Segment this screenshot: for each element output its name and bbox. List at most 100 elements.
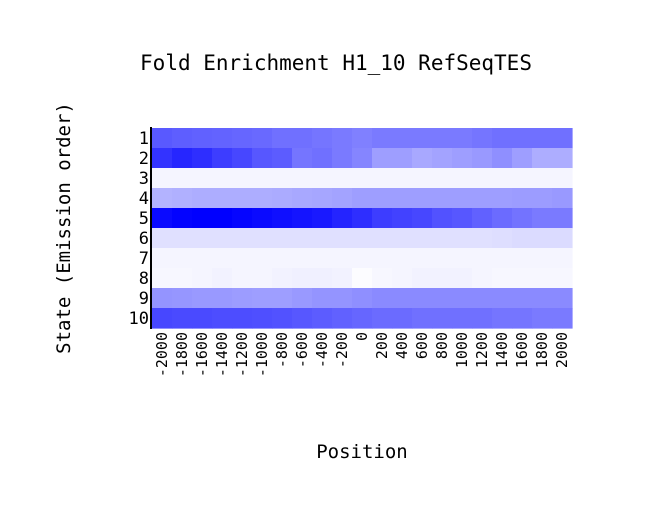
- heatmap-cell-state1-pos1800: [532, 128, 553, 149]
- heatmap-cell-state8-pos-1200: [232, 268, 253, 289]
- heatmap-cell-state3-pos2000: [552, 168, 573, 189]
- x-tick-label: 400: [393, 332, 411, 359]
- heatmap-cell-state2-pos-1400: [212, 148, 233, 169]
- heatmap-cell-state1-pos-1800: [172, 128, 193, 149]
- heatmap-cell-state5-pos2000: [552, 208, 573, 229]
- heatmap-cell-state7-pos-1800: [172, 248, 193, 269]
- heatmap-cell-state2-pos2000: [552, 148, 573, 169]
- heatmap-cell-state1-pos1200: [472, 128, 493, 149]
- heatmap-cell-state7-pos1000: [452, 248, 473, 269]
- heatmap-cell-state4-pos-1400: [212, 188, 233, 209]
- heatmap-cell-state4-pos-400: [312, 188, 333, 209]
- heatmap-cell-state5-pos-600: [292, 208, 313, 229]
- heatmap-cell-state2-pos-1600: [192, 148, 213, 169]
- heatmap-cell-state4-pos2000: [552, 188, 573, 209]
- heatmap-cell-state7-pos-600: [292, 248, 313, 269]
- y-tick-label: 10: [129, 309, 149, 329]
- heatmap-cell-state6-pos0: [352, 228, 373, 249]
- heatmap-cell-state10-pos-800: [272, 308, 293, 329]
- heatmap-cell-state9-pos-1400: [212, 288, 233, 309]
- y-tick-label: 1: [139, 129, 149, 149]
- heatmap-cell-state3-pos-1800: [172, 168, 193, 189]
- heatmap-cell-state10-pos-2000: [152, 308, 173, 329]
- x-tick-label: 600: [413, 332, 431, 359]
- heatmap-cell-state6-pos600: [412, 228, 433, 249]
- heatmap-cell-state10-pos-1000: [252, 308, 273, 329]
- heatmap-cell-state3-pos400: [392, 168, 413, 189]
- heatmap-cell-state9-pos-600: [292, 288, 313, 309]
- heatmap-cell-state7-pos1800: [532, 248, 553, 269]
- heatmap-cell-state9-pos1800: [532, 288, 553, 309]
- heatmap-cell-state5-pos-1600: [192, 208, 213, 229]
- heatmap-cell-state1-pos-1600: [192, 128, 213, 149]
- heatmap-cell-state4-pos600: [412, 188, 433, 209]
- heatmap-cell-state8-pos-800: [272, 268, 293, 289]
- heatmap-cell-state3-pos1800: [532, 168, 553, 189]
- heatmap-cell-state4-pos-600: [292, 188, 313, 209]
- heatmap-cell-state3-pos800: [432, 168, 453, 189]
- heatmap-cell-state10-pos-200: [332, 308, 353, 329]
- chart-title: Fold Enrichment H1_10 RefSeqTES: [140, 51, 532, 75]
- heatmap-cell-state5-pos-1400: [212, 208, 233, 229]
- heatmap-cell-state10-pos-1600: [192, 308, 213, 329]
- heatmap-cell-state1-pos-1400: [212, 128, 233, 149]
- heatmap-cell-state3-pos-600: [292, 168, 313, 189]
- heatmap-cell-state7-pos800: [432, 248, 453, 269]
- heatmap-cell-state8-pos-2000: [152, 268, 173, 289]
- heatmap-cell-state9-pos-200: [332, 288, 353, 309]
- heatmap-cell-state8-pos800: [432, 268, 453, 289]
- heatmap-cell-state6-pos-1600: [192, 228, 213, 249]
- heatmap-cell-state8-pos-200: [332, 268, 353, 289]
- heatmap-cell-state10-pos1200: [472, 308, 493, 329]
- heatmap-cell-state4-pos-2000: [152, 188, 173, 209]
- x-tick-label: -600: [293, 332, 311, 368]
- heatmap-cell-state8-pos-1600: [192, 268, 213, 289]
- heatmap-cell-state10-pos-1200: [232, 308, 253, 329]
- heatmap-cell-state8-pos1600: [512, 268, 533, 289]
- x-tick-label: -1200: [233, 332, 251, 377]
- heatmap-cell-state3-pos-800: [272, 168, 293, 189]
- heatmap-cell-state4-pos800: [432, 188, 453, 209]
- heatmap-cell-state2-pos-200: [332, 148, 353, 169]
- y-tick-label: 2: [139, 149, 149, 169]
- heatmap-cell-state4-pos200: [372, 188, 393, 209]
- heatmap-cell-state9-pos-800: [272, 288, 293, 309]
- heatmap-cell-state2-pos-1200: [232, 148, 253, 169]
- heatmap-cell-state8-pos-1400: [212, 268, 233, 289]
- heatmap-cell-state2-pos-2000: [152, 148, 173, 169]
- x-tick-label: -200: [333, 332, 351, 368]
- heatmap-cell-state4-pos1600: [512, 188, 533, 209]
- x-tick-label: 2000: [553, 332, 571, 368]
- heatmap-cell-state3-pos600: [412, 168, 433, 189]
- heatmap-cell-state2-pos200: [372, 148, 393, 169]
- heatmap-cell-state5-pos400: [392, 208, 413, 229]
- heatmap-cell-state2-pos1800: [532, 148, 553, 169]
- heatmap-cell-state1-pos0: [352, 128, 373, 149]
- heatmap-cells: [152, 128, 573, 329]
- heatmap-cell-state5-pos1200: [472, 208, 493, 229]
- heatmap-cell-state5-pos200: [372, 208, 393, 229]
- heatmap-cell-state2-pos-1000: [252, 148, 273, 169]
- heatmap-cell-state10-pos400: [392, 308, 413, 329]
- heatmap-cell-state9-pos-1800: [172, 288, 193, 309]
- x-tick-label: 1000: [453, 332, 471, 368]
- y-tick-label: 3: [139, 169, 149, 189]
- heatmap-cell-state7-pos400: [392, 248, 413, 269]
- y-tick-label: 5: [139, 209, 149, 229]
- heatmap-cell-state10-pos0: [352, 308, 373, 329]
- heatmap-cell-state5-pos600: [412, 208, 433, 229]
- heatmap-cell-state3-pos1200: [472, 168, 493, 189]
- heatmap-cell-state8-pos-600: [292, 268, 313, 289]
- heatmap-cell-state3-pos1000: [452, 168, 473, 189]
- heatmap-cell-state5-pos-1000: [252, 208, 273, 229]
- heatmap-cell-state5-pos-1800: [172, 208, 193, 229]
- heatmap-cell-state2-pos0: [352, 148, 373, 169]
- heatmap-cell-state10-pos2000: [552, 308, 573, 329]
- heatmap-cell-state9-pos1600: [512, 288, 533, 309]
- heatmap-cell-state1-pos2000: [552, 128, 573, 149]
- heatmap-cell-state9-pos600: [412, 288, 433, 309]
- heatmap-cell-state1-pos-1000: [252, 128, 273, 149]
- heatmap-cell-state8-pos1200: [472, 268, 493, 289]
- heatmap-cell-state1-pos-200: [332, 128, 353, 149]
